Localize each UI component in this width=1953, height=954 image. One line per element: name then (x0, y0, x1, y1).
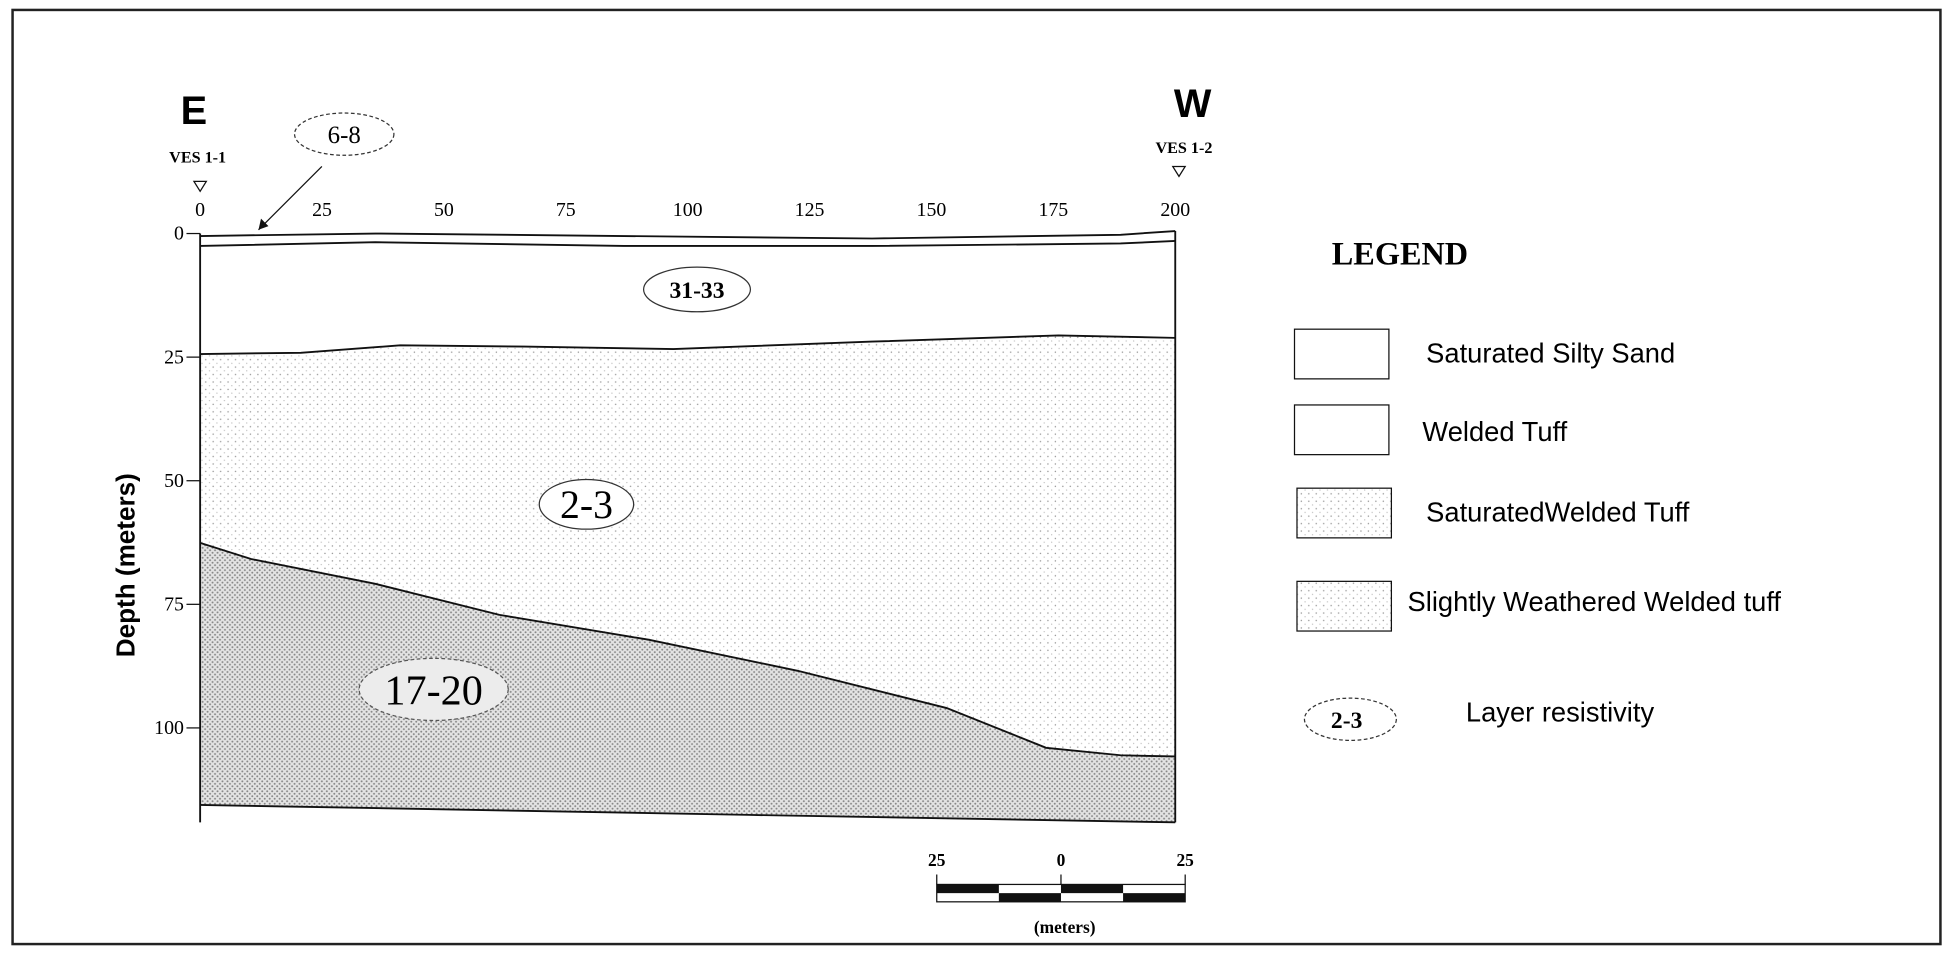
legend-swatch (1297, 581, 1391, 631)
scale-bar-segment (937, 884, 999, 893)
distance-tick-label: 50 (434, 199, 454, 221)
page: {"section": {"east_label": "E", "west_la… (0, 0, 1953, 954)
west-label: W (1174, 82, 1212, 126)
scale-bar-segment (1061, 884, 1123, 893)
legend-title: LEGEND (1332, 236, 1468, 272)
depth-tick-label: 0 (174, 223, 184, 245)
legend-swatch (1297, 488, 1391, 538)
resistivity-label: 2-3 (560, 483, 613, 527)
distance-tick-label: 175 (1038, 199, 1068, 221)
resistivity-label: 6-8 (328, 122, 361, 149)
distance-tick-label: 0 (195, 199, 205, 221)
east-label: E (181, 89, 208, 133)
resistivity-label: 31-33 (669, 278, 724, 304)
scale-tick-label: 25 (1177, 851, 1195, 870)
legend-sample: 2-3 (1331, 708, 1362, 734)
legend-swatch (1295, 405, 1389, 455)
depth-tick-label: 25 (164, 346, 184, 368)
legend-label: Slightly Weathered Welded tuff (1408, 586, 1782, 617)
legend-label: Saturated Silty Sand (1426, 338, 1675, 369)
scale-unit: (meters) (1034, 918, 1096, 937)
legend-swatch (1295, 329, 1389, 379)
scale-bar-segment (1123, 893, 1185, 902)
depth-tick-label: 50 (164, 470, 184, 492)
station-label: VES 1-1 (169, 150, 226, 167)
station-label: VES 1-2 (1155, 140, 1212, 157)
scale-tick-label: 25 (928, 851, 946, 870)
distance-tick-label: 125 (795, 199, 825, 221)
scale-bar (937, 884, 1185, 901)
depth-axis-label: Depth (meters) (110, 473, 140, 657)
legend-label: Layer resistivity (1466, 697, 1655, 728)
distance-tick-label: 100 (673, 199, 703, 221)
depth-tick-label: 75 (164, 594, 184, 616)
distance-tick-label: 200 (1160, 199, 1190, 221)
distance-tick-label: 150 (917, 199, 947, 221)
distance-tick-label: 75 (556, 199, 576, 221)
scale-bar-segment (999, 893, 1061, 902)
depth-tick-label: 100 (154, 717, 184, 739)
scale-tick-label: 0 (1057, 851, 1066, 870)
resistivity-label: 17-20 (384, 667, 483, 714)
distance-tick-label: 25 (312, 199, 332, 221)
figure: E W VES 1-1 VES 1-2 Depth (meters) 6-8 3… (0, 0, 1953, 954)
legend-label: Welded Tuff (1422, 416, 1567, 447)
legend-label: SaturatedWelded Tuff (1426, 497, 1690, 528)
